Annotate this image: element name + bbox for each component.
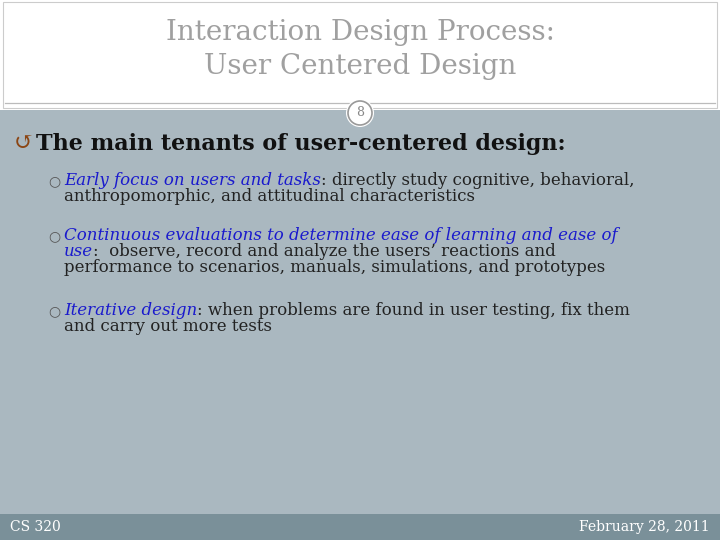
Text: February 28, 2011: February 28, 2011 <box>580 520 710 534</box>
Text: anthropomorphic, and attitudinal characteristics: anthropomorphic, and attitudinal charact… <box>64 188 475 205</box>
Text: : directly study cognitive, behavioral,: : directly study cognitive, behavioral, <box>321 172 634 189</box>
Text: 8: 8 <box>356 106 364 119</box>
Text: :  observe, record and analyze the users’ reactions and: : observe, record and analyze the users’… <box>93 243 556 260</box>
Text: ↺: ↺ <box>14 132 34 155</box>
Bar <box>3 2 717 108</box>
Text: Early focus on users and tasks: Early focus on users and tasks <box>64 172 321 189</box>
Bar <box>0 0 720 110</box>
Circle shape <box>348 101 372 125</box>
Text: performance to scenarios, manuals, simulations, and prototypes: performance to scenarios, manuals, simul… <box>64 259 606 276</box>
Bar <box>0 514 720 540</box>
Circle shape <box>346 99 374 127</box>
Text: Interaction Design Process:: Interaction Design Process: <box>166 18 554 45</box>
Text: CS 320: CS 320 <box>10 520 60 534</box>
Text: : when problems are found in user testing, fix them: : when problems are found in user testin… <box>197 302 630 319</box>
Bar <box>0 110 720 514</box>
Text: and carry out more tests: and carry out more tests <box>64 318 272 335</box>
Text: use: use <box>64 243 93 260</box>
Text: ○: ○ <box>48 174 60 188</box>
Text: ○: ○ <box>48 304 60 318</box>
Text: ○: ○ <box>48 229 60 243</box>
Text: User Centered Design: User Centered Design <box>204 52 516 79</box>
Text: Iterative design: Iterative design <box>64 302 197 319</box>
Text: The main tenants of user-centered design:: The main tenants of user-centered design… <box>36 133 566 155</box>
Text: Continuous evaluations to determine ease of learning and ease of: Continuous evaluations to determine ease… <box>64 227 618 244</box>
